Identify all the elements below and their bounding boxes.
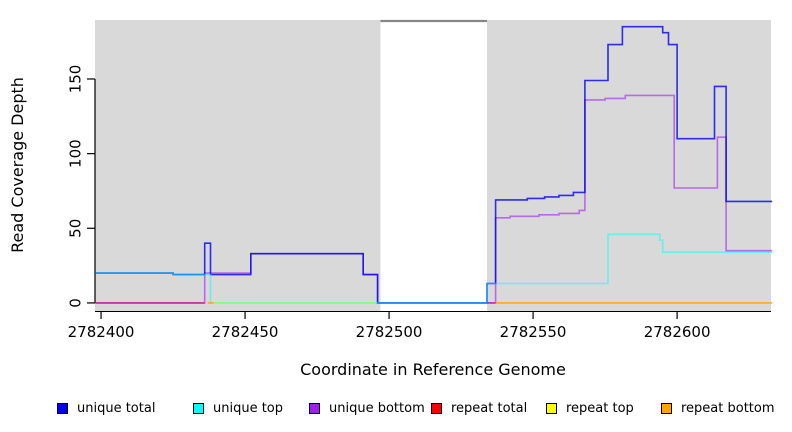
legend-label: repeat top (566, 401, 634, 416)
legend-label: unique bottom (329, 401, 425, 416)
x-tick-label: 2782450 (212, 323, 279, 341)
x-tick-label: 2782400 (68, 323, 135, 341)
legend-item-unique-total: unique total (57, 401, 155, 416)
legend-item-unique-bottom: unique bottom (309, 401, 425, 416)
legend-item-repeat-total: repeat total (431, 401, 527, 416)
legend-label: unique top (213, 401, 284, 416)
legend-swatch-unique-total (57, 403, 68, 414)
series-line-unique-top (95, 233, 773, 304)
legend-label: unique total (77, 401, 156, 416)
gap-region (380, 20, 488, 311)
y-tick-label: 0 (67, 298, 85, 308)
series-line-unique-total (95, 25, 773, 304)
legend-label: repeat total (451, 401, 528, 416)
x-tick-label: 2782500 (356, 323, 423, 341)
legend-item-unique-top: unique top (193, 401, 283, 416)
legend-item-repeat-top: repeat top (546, 401, 634, 416)
legend-swatch-unique-top (193, 403, 204, 414)
y-tick-label: 100 (67, 139, 85, 168)
x-tick-label: 2782550 (500, 323, 567, 341)
x-tick-label: 2782600 (644, 323, 711, 341)
x-axis-title: Coordinate in Reference Genome (300, 360, 566, 379)
legend-item-repeat-bottom: repeat bottom (661, 401, 775, 416)
legend-swatch-unique-bottom (309, 403, 320, 414)
y-tick-label: 150 (67, 65, 85, 94)
legend-swatch-repeat-top (546, 403, 557, 414)
legend: unique total unique top unique bottom repea… (0, 399, 792, 423)
legend-swatch-repeat-total (431, 403, 442, 414)
y-tick-label: 50 (67, 219, 85, 238)
legend-label: repeat bottom (681, 401, 775, 416)
legend-swatch-repeat-bottom (661, 403, 672, 414)
